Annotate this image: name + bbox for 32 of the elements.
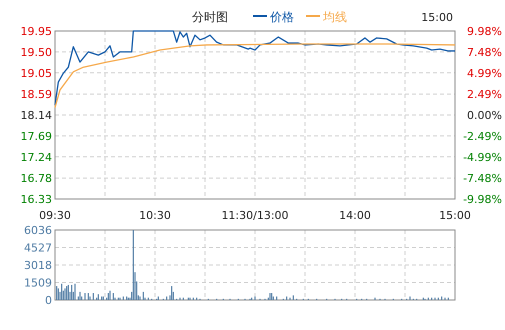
- y-tick-label: 1509: [24, 276, 52, 290]
- y-tick-label: 19.50: [20, 46, 52, 59]
- legend-label: 均线: [322, 10, 347, 24]
- x-tick-label: 10:30: [139, 209, 171, 222]
- x-tick-label: 11:30/13:00: [221, 209, 289, 222]
- x-tick-label: 09:30: [39, 209, 71, 222]
- y-tick-label: 18.14: [20, 109, 52, 122]
- legend-label: 价格: [269, 10, 294, 24]
- y2-tick-label: -4.99%: [463, 151, 502, 164]
- y-tick-label: 0: [45, 294, 52, 307]
- y-tick-label: 17.24: [20, 150, 52, 164]
- y-tick-label: 19.95: [20, 25, 52, 38]
- y2-tick-label: 9.98%: [467, 25, 502, 38]
- y-tick-label: 3018: [24, 259, 52, 272]
- y-tick-label: 6036: [24, 224, 52, 237]
- y2-tick-label: -7.48%: [463, 172, 502, 185]
- y2-tick-label: 0.00%: [467, 109, 502, 122]
- y2-tick-label: 2.49%: [467, 88, 502, 102]
- y-tick-label: 16.78: [20, 172, 52, 186]
- x-tick-label: 15:00: [439, 209, 471, 222]
- y-tick-label: 19.05: [20, 66, 52, 80]
- y-tick-label: 4527: [24, 242, 52, 254]
- chart-title: 分时图: [192, 10, 228, 24]
- y-tick-label: 17.69: [20, 130, 52, 143]
- text: 15:00: [421, 11, 453, 24]
- y-tick-label: 18.59: [20, 88, 52, 102]
- y2-tick-label: 7.48%: [467, 46, 502, 60]
- y-tick-label: 16.33: [20, 193, 52, 206]
- y2-tick-label: 4.99%: [467, 67, 502, 80]
- y2-tick-label: -2.49%: [463, 130, 502, 143]
- x-tick-label: 14:00: [339, 209, 371, 222]
- y2-tick-label: -9.98%: [463, 193, 502, 206]
